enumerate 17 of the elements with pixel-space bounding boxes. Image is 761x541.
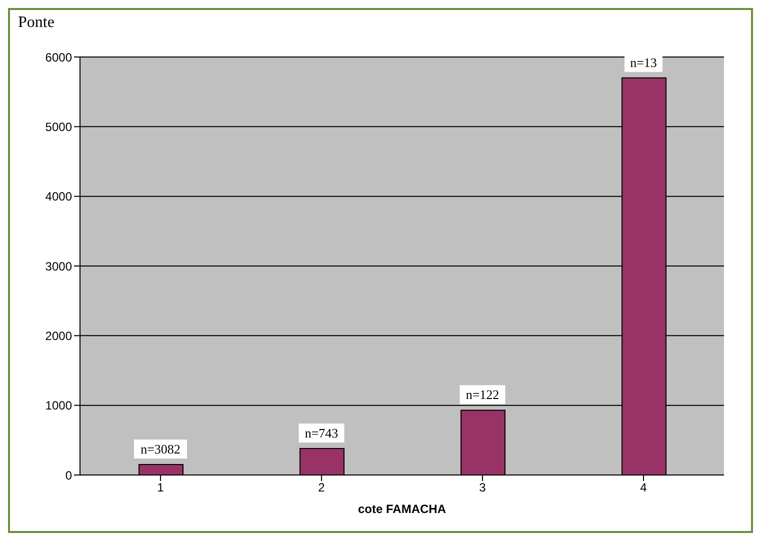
y-tick-label: 4000 <box>45 190 72 204</box>
y-tick-label: 0 <box>65 468 72 482</box>
x-tick-label: 2 <box>318 480 326 495</box>
chart-title: Ponte <box>18 14 54 32</box>
y-tick-label: 6000 <box>45 50 72 64</box>
x-tick-label: 4 <box>640 480 648 495</box>
x-axis-title: cote FAMACHA <box>358 502 446 516</box>
annotation: n=122 <box>466 387 500 402</box>
x-tick-label: 1 <box>157 480 164 495</box>
y-tick-label: 1000 <box>45 398 72 413</box>
annotation: n=13 <box>630 54 657 70</box>
annotation: n=3082 <box>140 442 180 457</box>
y-tick-label: 5000 <box>45 120 72 134</box>
y-tick-label: 3000 <box>45 259 72 274</box>
annotation: n=743 <box>304 426 338 441</box>
x-tick-label: 3 <box>479 480 486 495</box>
y-tick-label: 2000 <box>45 328 72 343</box>
